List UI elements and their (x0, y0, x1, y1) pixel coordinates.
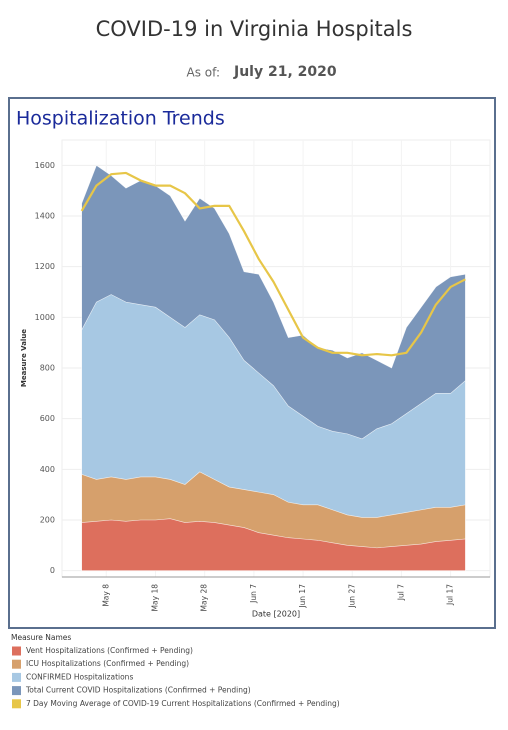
x-tick-label: Jun 17 (298, 584, 307, 609)
x-tick-label: Jul 7 (396, 584, 405, 601)
legend-swatch (12, 646, 21, 656)
area (81, 518, 466, 571)
legend-label: ICU Hospitalizations (Confirmed + Pendin… (26, 659, 189, 668)
legend-swatch (12, 686, 21, 696)
chart-title: Hospitalization Trends (16, 108, 225, 130)
x-tick-label: May 18 (150, 584, 159, 612)
y-tick-label: 1000 (35, 313, 55, 322)
x-tick-label: May 8 (101, 584, 110, 607)
y-tick-label: 1600 (35, 161, 55, 170)
y-tick-label: 1200 (35, 262, 55, 271)
line (80, 171, 466, 357)
y-axis-title: Measure Value (20, 329, 28, 387)
legend-title: Measure Names (11, 633, 71, 642)
legend-swatch (12, 659, 21, 669)
x-tick-label: Jul 17 (446, 584, 455, 606)
legend-swatch (12, 699, 21, 709)
as-of-label: As of: (187, 66, 220, 80)
y-tick-label: 0 (50, 566, 55, 575)
y-tick-label: 200 (40, 516, 55, 525)
x-axis-title: Date [2020] (252, 610, 300, 619)
legend-label: Vent Hospitalizations (Confirmed + Pendi… (26, 646, 193, 655)
y-tick-label: 1400 (35, 212, 55, 221)
legend-label: CONFIRMED Hospitalizations (26, 672, 133, 681)
x-tick-label: Jun 7 (249, 584, 258, 604)
legend-label: Total Current COVID Hospitalizations (Co… (25, 686, 251, 695)
y-tick-label: 400 (40, 465, 55, 474)
y-tick-label: 800 (40, 364, 55, 373)
legend-label: 7 Day Moving Average of COVID-19 Current… (26, 699, 340, 708)
as-of-date: July 21, 2020 (233, 64, 337, 80)
page-title: COVID-19 in Virginia Hospitals (96, 17, 413, 41)
x-tick-label: Jun 27 (347, 584, 356, 609)
y-tick-label: 600 (40, 414, 55, 423)
legend-swatch (12, 672, 21, 682)
x-tick-label: May 28 (200, 584, 209, 612)
